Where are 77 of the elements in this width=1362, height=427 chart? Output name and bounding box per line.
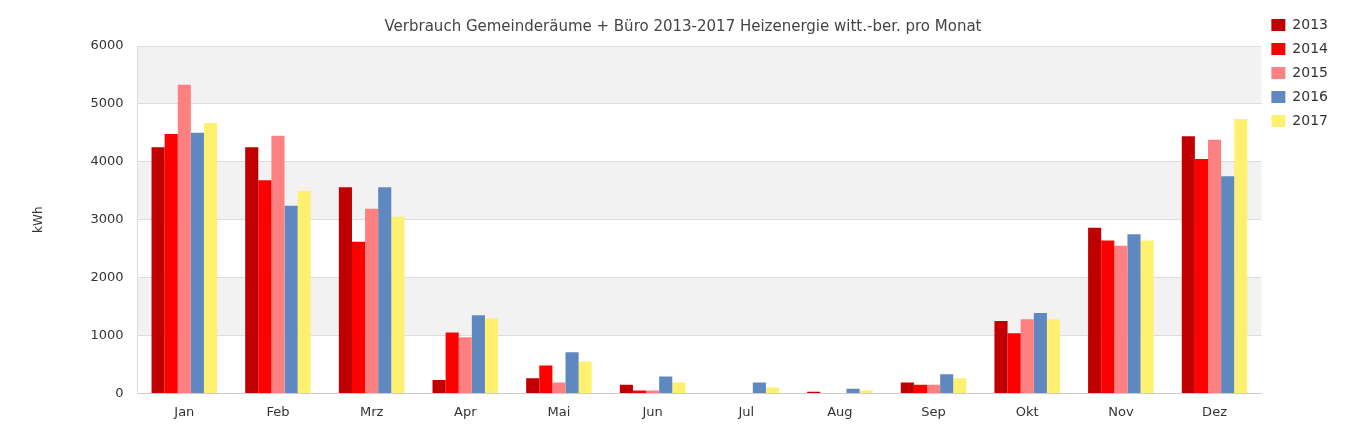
- x-tick-label: Okt: [1015, 403, 1039, 419]
- y-tick-label: 4000: [90, 153, 124, 169]
- bar: [151, 147, 165, 393]
- bar: [539, 365, 553, 393]
- bar: [190, 132, 204, 393]
- bar: [203, 123, 218, 393]
- x-tick-label: Feb: [266, 403, 290, 419]
- bar: [297, 190, 311, 393]
- bar: [953, 378, 967, 393]
- bar: [1234, 118, 1248, 393]
- bar: [913, 384, 928, 393]
- x-tick-label: Nov: [1108, 403, 1134, 419]
- bar: [338, 187, 352, 393]
- bar: [378, 187, 392, 393]
- x-tick-label: Mai: [547, 403, 571, 419]
- legend-label: 2013: [1292, 15, 1329, 32]
- y-axis-title: kWh: [31, 206, 46, 233]
- bar: [1114, 245, 1128, 393]
- bar: [432, 380, 446, 393]
- bar: [1007, 333, 1021, 393]
- bar: [1101, 240, 1115, 393]
- x-tick-label: Aug: [827, 403, 853, 419]
- bar: [1140, 240, 1154, 393]
- x-tick-label: Dez: [1202, 403, 1228, 419]
- bar: [752, 382, 766, 393]
- legend-label: 2017: [1292, 111, 1329, 128]
- bar: [258, 180, 272, 393]
- bar: [245, 147, 259, 393]
- bar: [484, 318, 499, 393]
- legend-label: 2015: [1292, 63, 1329, 80]
- bar: [565, 352, 579, 393]
- bar: [284, 205, 298, 393]
- bar: [659, 376, 673, 393]
- bar: [1020, 319, 1034, 393]
- bar: [927, 384, 941, 393]
- y-tick-label: 6000: [90, 37, 124, 53]
- bar: [552, 382, 566, 393]
- bar: [471, 315, 485, 393]
- bar: [1046, 319, 1061, 393]
- x-tick-label: Apr: [454, 403, 478, 419]
- chart-title: Verbrauch Gemeinderäume + Büro 2013-2017 Heizenergie witt.-ber. pro Monat: [384, 16, 982, 35]
- bar: [672, 382, 686, 393]
- bar: [391, 216, 405, 393]
- x-tick-label: Mrz: [359, 403, 384, 419]
- y-tick-label: 3000: [90, 211, 124, 227]
- legend-label: 2014: [1292, 39, 1329, 56]
- x-tick-label: Jun: [641, 403, 663, 419]
- bar: [271, 135, 285, 393]
- y-tick-label: 0: [115, 384, 124, 400]
- x-tick-label: Sep: [921, 403, 946, 419]
- x-tick-label: Jul: [737, 403, 755, 419]
- bar: [1207, 139, 1222, 393]
- bar: [1088, 227, 1102, 393]
- bar: [1033, 312, 1047, 393]
- bar: [846, 388, 860, 393]
- bar: [177, 84, 191, 393]
- bar: [458, 337, 472, 393]
- x-tick-label: Jan: [173, 403, 195, 419]
- bar: [940, 374, 954, 393]
- bar: [1194, 158, 1208, 393]
- bar: [164, 134, 178, 393]
- bar: [765, 387, 780, 393]
- bar: [994, 321, 1008, 393]
- y-tick-label: 5000: [90, 95, 124, 111]
- y-tick-label: 1000: [90, 326, 124, 342]
- bar: [1181, 136, 1195, 393]
- bar: [365, 208, 379, 393]
- bar: [1127, 234, 1141, 393]
- legend-label: 2016: [1292, 87, 1329, 104]
- y-tick-label: 2000: [90, 268, 124, 284]
- bar: [578, 361, 592, 393]
- bar: [526, 378, 540, 393]
- bar: [900, 382, 914, 393]
- bar: [445, 332, 459, 393]
- bar: [351, 241, 366, 393]
- bar: [619, 384, 633, 393]
- bar: [1221, 176, 1235, 393]
